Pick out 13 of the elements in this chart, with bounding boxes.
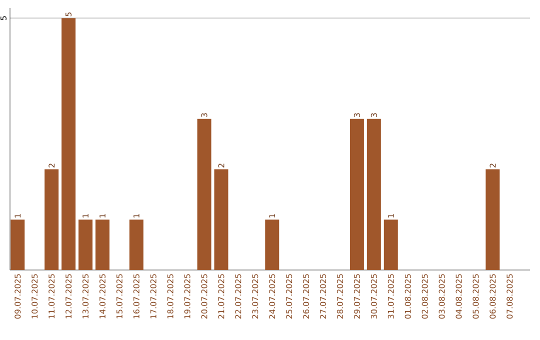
bar: [214, 169, 228, 270]
bar: [129, 220, 144, 270]
bar: [95, 220, 110, 270]
bar: [78, 220, 92, 270]
bar: [265, 220, 280, 270]
bar: [384, 220, 398, 270]
bar: [62, 18, 76, 270]
bar: [44, 169, 59, 270]
bar: [486, 169, 500, 270]
bar: [197, 118, 212, 270]
bar: [350, 118, 364, 270]
bar: [10, 220, 25, 270]
bar: [366, 118, 381, 270]
